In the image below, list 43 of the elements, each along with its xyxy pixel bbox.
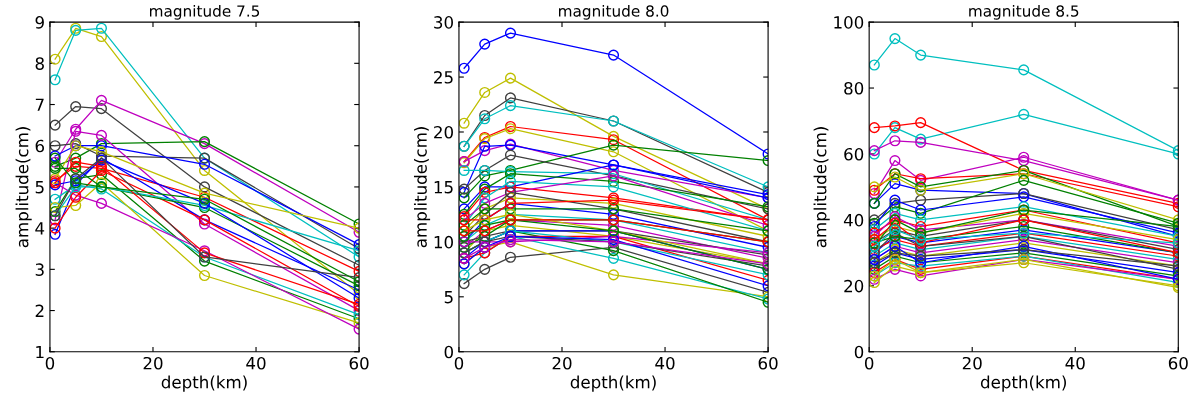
y-tick-label: 3 <box>35 263 44 276</box>
y-tick-label: 30 <box>434 16 453 29</box>
y-axis-title: amplitude(cm) <box>15 127 32 248</box>
y-tick-label: 5 <box>35 181 44 194</box>
y-tick-label: 0 <box>444 345 453 359</box>
y-tick-label: 10 <box>434 235 453 249</box>
x-tick-label: 40 <box>655 356 675 370</box>
y-tick-label: 60 <box>844 147 864 161</box>
chart-title: magnitude 7.5 <box>150 4 260 20</box>
x-tick-label: 0 <box>864 356 874 370</box>
y-tick-label: 40 <box>843 213 864 227</box>
y-tick-label: 20 <box>434 125 453 139</box>
y-tick-label: 1 <box>36 345 44 359</box>
y-tick-label: 5 <box>444 290 453 304</box>
y-axis-title: amplitude(cm) <box>413 127 431 248</box>
x-tick-label: 0 <box>454 356 464 370</box>
y-tick-label: 6 <box>35 139 45 153</box>
y-tick-label: 2 <box>35 304 44 317</box>
y-tick-label: 80 <box>844 82 864 95</box>
x-tick-label: 20 <box>962 356 982 370</box>
y-tick-label: 9 <box>35 16 44 29</box>
x-tick-label: 40 <box>246 356 266 370</box>
y-tick-label: 15 <box>434 181 453 194</box>
y-tick-label: 7 <box>35 98 44 111</box>
y-axis-title: amplitude(cm) <box>813 127 830 248</box>
x-axis-title: depth(km) <box>161 375 247 392</box>
chart-title: magnitude 8.0 <box>559 4 669 20</box>
chart-title: magnitude 8.5 <box>969 4 1079 20</box>
x-tick-label: 0 <box>45 356 55 370</box>
x-tick-label: 60 <box>349 356 369 370</box>
x-tick-label: 20 <box>143 356 163 370</box>
x-tick-label: 60 <box>1168 356 1188 370</box>
y-tick-label: 4 <box>35 222 45 235</box>
y-tick-label: 25 <box>434 71 453 84</box>
x-axis-title: depth(km) <box>980 375 1066 392</box>
y-tick-label: 20 <box>844 279 864 293</box>
x-tick-label: 20 <box>552 356 572 370</box>
y-tick-label: 100 <box>834 16 864 29</box>
y-tick-label: 8 <box>35 57 44 70</box>
x-tick-label: 60 <box>758 356 778 370</box>
y-tick-label: 0 <box>854 345 864 359</box>
x-tick-label: 40 <box>1065 356 1085 370</box>
x-axis-title: depth(km) <box>570 375 656 392</box>
